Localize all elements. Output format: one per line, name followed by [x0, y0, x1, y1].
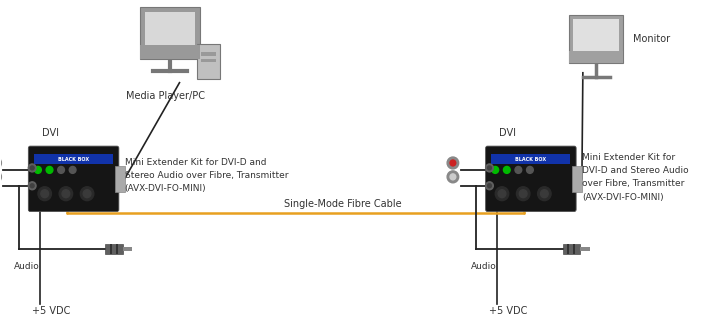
Bar	[201, 52, 216, 56]
Bar	[450, 174, 453, 180]
Circle shape	[486, 164, 493, 172]
Circle shape	[80, 187, 94, 201]
Circle shape	[516, 187, 530, 201]
Circle shape	[31, 184, 34, 188]
Bar	[491, 154, 570, 164]
Circle shape	[62, 190, 70, 198]
Bar	[573, 19, 619, 55]
Bar	[140, 45, 200, 59]
FancyBboxPatch shape	[486, 146, 576, 211]
Circle shape	[35, 167, 41, 174]
Circle shape	[496, 187, 509, 201]
Text: Single-Mode Fibre Cable: Single-Mode Fibre Cable	[284, 198, 402, 209]
Circle shape	[59, 187, 72, 201]
Bar	[110, 244, 112, 254]
Bar	[580, 247, 589, 251]
Bar	[145, 12, 195, 50]
Circle shape	[450, 160, 456, 166]
Bar	[450, 160, 453, 166]
Circle shape	[28, 164, 36, 172]
Circle shape	[447, 157, 459, 169]
Bar	[572, 166, 582, 192]
Circle shape	[41, 190, 48, 198]
Circle shape	[83, 190, 91, 198]
Circle shape	[38, 187, 51, 201]
Bar	[116, 244, 118, 254]
Text: BLACK BOX: BLACK BOX	[58, 157, 89, 161]
Text: Audio: Audio	[14, 262, 40, 271]
Bar	[573, 244, 575, 254]
Text: Mini Extender Kit for
DVI-D and Stereo Audio
over Fibre, Transmitter
(AVX-DVI-FO: Mini Extender Kit for DVI-D and Stereo A…	[582, 153, 689, 202]
Text: +5 VDC: +5 VDC	[489, 306, 528, 316]
Bar	[123, 247, 132, 251]
Text: BLACK BOX: BLACK BOX	[515, 157, 547, 161]
Circle shape	[527, 167, 533, 174]
Text: Monitor: Monitor	[633, 34, 670, 44]
Bar	[569, 51, 623, 63]
Circle shape	[488, 184, 491, 188]
Text: +5 VDC: +5 VDC	[32, 306, 70, 316]
Text: DVI: DVI	[499, 128, 516, 138]
Text: DVI: DVI	[42, 128, 59, 138]
Circle shape	[488, 166, 491, 170]
Bar	[34, 154, 113, 164]
Circle shape	[31, 166, 34, 170]
FancyBboxPatch shape	[28, 146, 119, 211]
Circle shape	[46, 167, 53, 174]
Circle shape	[503, 167, 510, 174]
Circle shape	[450, 174, 456, 180]
Circle shape	[486, 182, 493, 190]
Bar	[115, 166, 125, 192]
Circle shape	[0, 171, 1, 183]
Bar	[105, 244, 123, 254]
Circle shape	[537, 187, 551, 201]
Circle shape	[498, 190, 506, 198]
Text: Audio: Audio	[471, 262, 497, 271]
Bar	[569, 15, 623, 63]
Text: Media Player/PC: Media Player/PC	[126, 91, 204, 100]
Bar	[140, 7, 200, 59]
Text: Mini Extender Kit for DVI-D and
Stereo Audio over Fibre, Transmitter
(AVX-DVI-FO: Mini Extender Kit for DVI-D and Stereo A…	[125, 158, 288, 193]
Circle shape	[70, 167, 76, 174]
Circle shape	[447, 171, 459, 183]
Circle shape	[492, 167, 498, 174]
Bar	[197, 44, 220, 79]
Circle shape	[0, 157, 1, 169]
Bar	[201, 59, 216, 62]
Circle shape	[58, 167, 65, 174]
Bar	[567, 244, 569, 254]
Bar	[562, 244, 580, 254]
Circle shape	[515, 167, 522, 174]
Circle shape	[28, 182, 36, 190]
Circle shape	[540, 190, 548, 198]
Circle shape	[519, 190, 527, 198]
